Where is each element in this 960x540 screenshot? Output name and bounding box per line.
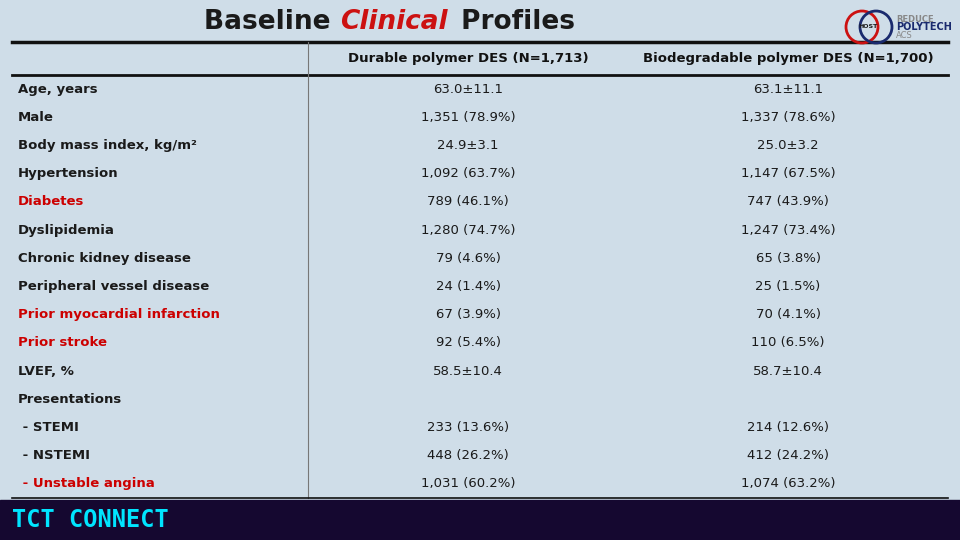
Text: TCT CONNECT: TCT CONNECT	[12, 508, 169, 532]
Text: - Unstable angina: - Unstable angina	[18, 477, 155, 490]
Text: - NSTEMI: - NSTEMI	[18, 449, 90, 462]
Text: Age, years: Age, years	[18, 83, 98, 96]
Text: 1,092 (63.7%): 1,092 (63.7%)	[420, 167, 516, 180]
Text: Baseline: Baseline	[204, 9, 340, 35]
Text: Peripheral vessel disease: Peripheral vessel disease	[18, 280, 209, 293]
Text: 1,031 (60.2%): 1,031 (60.2%)	[420, 477, 516, 490]
Bar	[0, 500, 960, 540]
Text: 65 (3.8%): 65 (3.8%)	[756, 252, 821, 265]
Text: 58.5±10.4: 58.5±10.4	[433, 364, 503, 377]
Text: 1,074 (63.2%): 1,074 (63.2%)	[741, 477, 835, 490]
Text: - STEMI: - STEMI	[18, 421, 79, 434]
Text: 24 (1.4%): 24 (1.4%)	[436, 280, 500, 293]
Text: Dyslipidemia: Dyslipidemia	[18, 224, 115, 237]
Text: 1,280 (74.7%): 1,280 (74.7%)	[420, 224, 516, 237]
Text: Chronic kidney disease: Chronic kidney disease	[18, 252, 191, 265]
Text: 1,337 (78.6%): 1,337 (78.6%)	[741, 111, 835, 124]
Text: REDUCE: REDUCE	[896, 15, 934, 24]
Text: 747 (43.9%): 747 (43.9%)	[747, 195, 828, 208]
Text: Durable polymer DES (N=1,713): Durable polymer DES (N=1,713)	[348, 52, 588, 65]
Text: Presentations: Presentations	[18, 393, 122, 406]
Text: POLYTECH: POLYTECH	[896, 22, 952, 32]
Text: Body mass index, kg/m²: Body mass index, kg/m²	[18, 139, 197, 152]
Text: Prior myocardial infarction: Prior myocardial infarction	[18, 308, 220, 321]
Text: Hypertension: Hypertension	[18, 167, 119, 180]
Text: 70 (4.1%): 70 (4.1%)	[756, 308, 821, 321]
Text: 58.7±10.4: 58.7±10.4	[753, 364, 823, 377]
Text: ACS: ACS	[896, 31, 913, 40]
Text: 63.0±11.1: 63.0±11.1	[433, 83, 503, 96]
Text: Profiles: Profiles	[452, 9, 575, 35]
Text: 25 (1.5%): 25 (1.5%)	[756, 280, 821, 293]
Text: 1,147 (67.5%): 1,147 (67.5%)	[741, 167, 835, 180]
Text: 24.9±3.1: 24.9±3.1	[437, 139, 499, 152]
Text: 1,247 (73.4%): 1,247 (73.4%)	[741, 224, 835, 237]
Text: 233 (13.6%): 233 (13.6%)	[427, 421, 509, 434]
Text: 25.0±3.2: 25.0±3.2	[757, 139, 819, 152]
Text: 79 (4.6%): 79 (4.6%)	[436, 252, 500, 265]
Text: Male: Male	[18, 111, 54, 124]
Text: LVEF, %: LVEF, %	[18, 364, 74, 377]
Text: Biodegradable polymer DES (N=1,700): Biodegradable polymer DES (N=1,700)	[642, 52, 933, 65]
Text: Prior stroke: Prior stroke	[18, 336, 107, 349]
Text: Diabetes: Diabetes	[18, 195, 84, 208]
Text: HOST: HOST	[858, 24, 877, 30]
Text: 67 (3.9%): 67 (3.9%)	[436, 308, 500, 321]
Text: 789 (46.1%): 789 (46.1%)	[427, 195, 509, 208]
Text: 110 (6.5%): 110 (6.5%)	[752, 336, 825, 349]
Text: 214 (12.6%): 214 (12.6%)	[747, 421, 829, 434]
Text: Clinical: Clinical	[340, 9, 447, 35]
Text: 92 (5.4%): 92 (5.4%)	[436, 336, 500, 349]
Text: 1,351 (78.9%): 1,351 (78.9%)	[420, 111, 516, 124]
Text: 63.1±11.1: 63.1±11.1	[753, 83, 823, 96]
Text: 448 (26.2%): 448 (26.2%)	[427, 449, 509, 462]
Text: 412 (24.2%): 412 (24.2%)	[747, 449, 829, 462]
